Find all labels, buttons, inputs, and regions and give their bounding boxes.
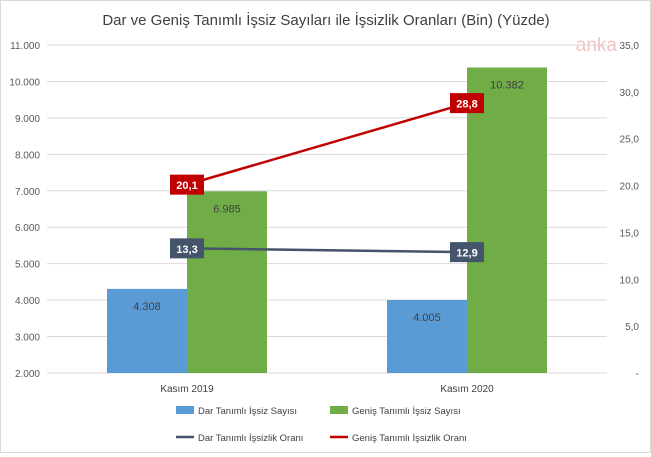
y-left-tick-label: 8.000	[15, 150, 40, 161]
data-labels-layer: 4.308 4.005 6.985 10.382 13,3 12,9 20,1 28,8	[133, 80, 524, 324]
y-left-tick-label: 11.000	[10, 41, 40, 52]
line-value-label: 13,3	[176, 244, 197, 256]
line-value-box	[170, 238, 204, 259]
y-right-tick-label: 5,0	[625, 322, 639, 333]
bars-layer	[107, 67, 547, 373]
legend-label: Dar Tanımlı İşsizlik Oranı	[198, 433, 303, 444]
x-tick-label: Kasım 2019	[160, 384, 214, 395]
legend-label: Dar Tanımlı İşsiz Sayısı	[198, 406, 297, 417]
legend-label: Geniş Tanımlı İşsiz Sayısı	[352, 406, 461, 417]
series-line	[186, 101, 468, 186]
line-value-label: 28,8	[456, 99, 477, 111]
bar	[107, 288, 187, 373]
y-right-tick-label: 30,0	[620, 88, 640, 99]
legend: Dar Tanımlı İşsiz Sayısı Geniş Tanımlı İş…	[176, 406, 467, 444]
y-left-tick-label: 2.000	[15, 369, 40, 380]
y-right-tick-label: 20,0	[620, 182, 640, 193]
bar-value-label: 10.382	[490, 80, 524, 92]
bar	[387, 299, 467, 373]
bar-value-label: 4.005	[413, 312, 441, 324]
line-value-label: 20,1	[176, 180, 197, 192]
axes: 2.000 3.000 4.000 5.000 6.000 7.000 8.000 9.000…	[9, 41, 639, 395]
bar	[467, 67, 547, 373]
y-left-tick-label: 9.000	[15, 114, 40, 125]
line-value-box	[450, 242, 484, 263]
legend-label: Geniş Tanımlı İşsizlik Oranı	[352, 433, 467, 444]
bar-value-label: 4.308	[133, 301, 161, 313]
legend-swatch	[330, 406, 348, 414]
y-left-tick-label: 5.000	[15, 260, 40, 271]
y-left-tick-label: 7.000	[15, 187, 40, 198]
lines-layer	[186, 101, 468, 254]
y-right-tick-label: -	[636, 369, 639, 380]
y-left-tick-label: 4.000	[15, 296, 40, 307]
y-right-tick-label: 15,0	[620, 228, 640, 239]
y-left-tick-label: 10.000	[9, 77, 40, 88]
chart-title: Dar ve Geniş Tanımlı İşsiz Sayıları ile …	[102, 11, 549, 29]
x-tick-label: Kasım 2020	[440, 384, 494, 395]
y-left-tick-label: 6.000	[15, 223, 40, 234]
y-right-tick-label: 25,0	[620, 135, 640, 146]
legend-swatch	[176, 406, 194, 414]
bar	[187, 191, 267, 373]
y-right-tick-label: 35,0	[620, 41, 640, 52]
line-value-box	[170, 174, 204, 195]
bar-value-label: 6.985	[213, 203, 241, 215]
series-line	[186, 247, 468, 254]
y-left-tick-label: 3.000	[15, 333, 40, 344]
y-right-tick-label: 10,0	[620, 275, 640, 286]
line-value-label: 12,9	[456, 248, 477, 260]
line-value-box	[450, 93, 484, 114]
